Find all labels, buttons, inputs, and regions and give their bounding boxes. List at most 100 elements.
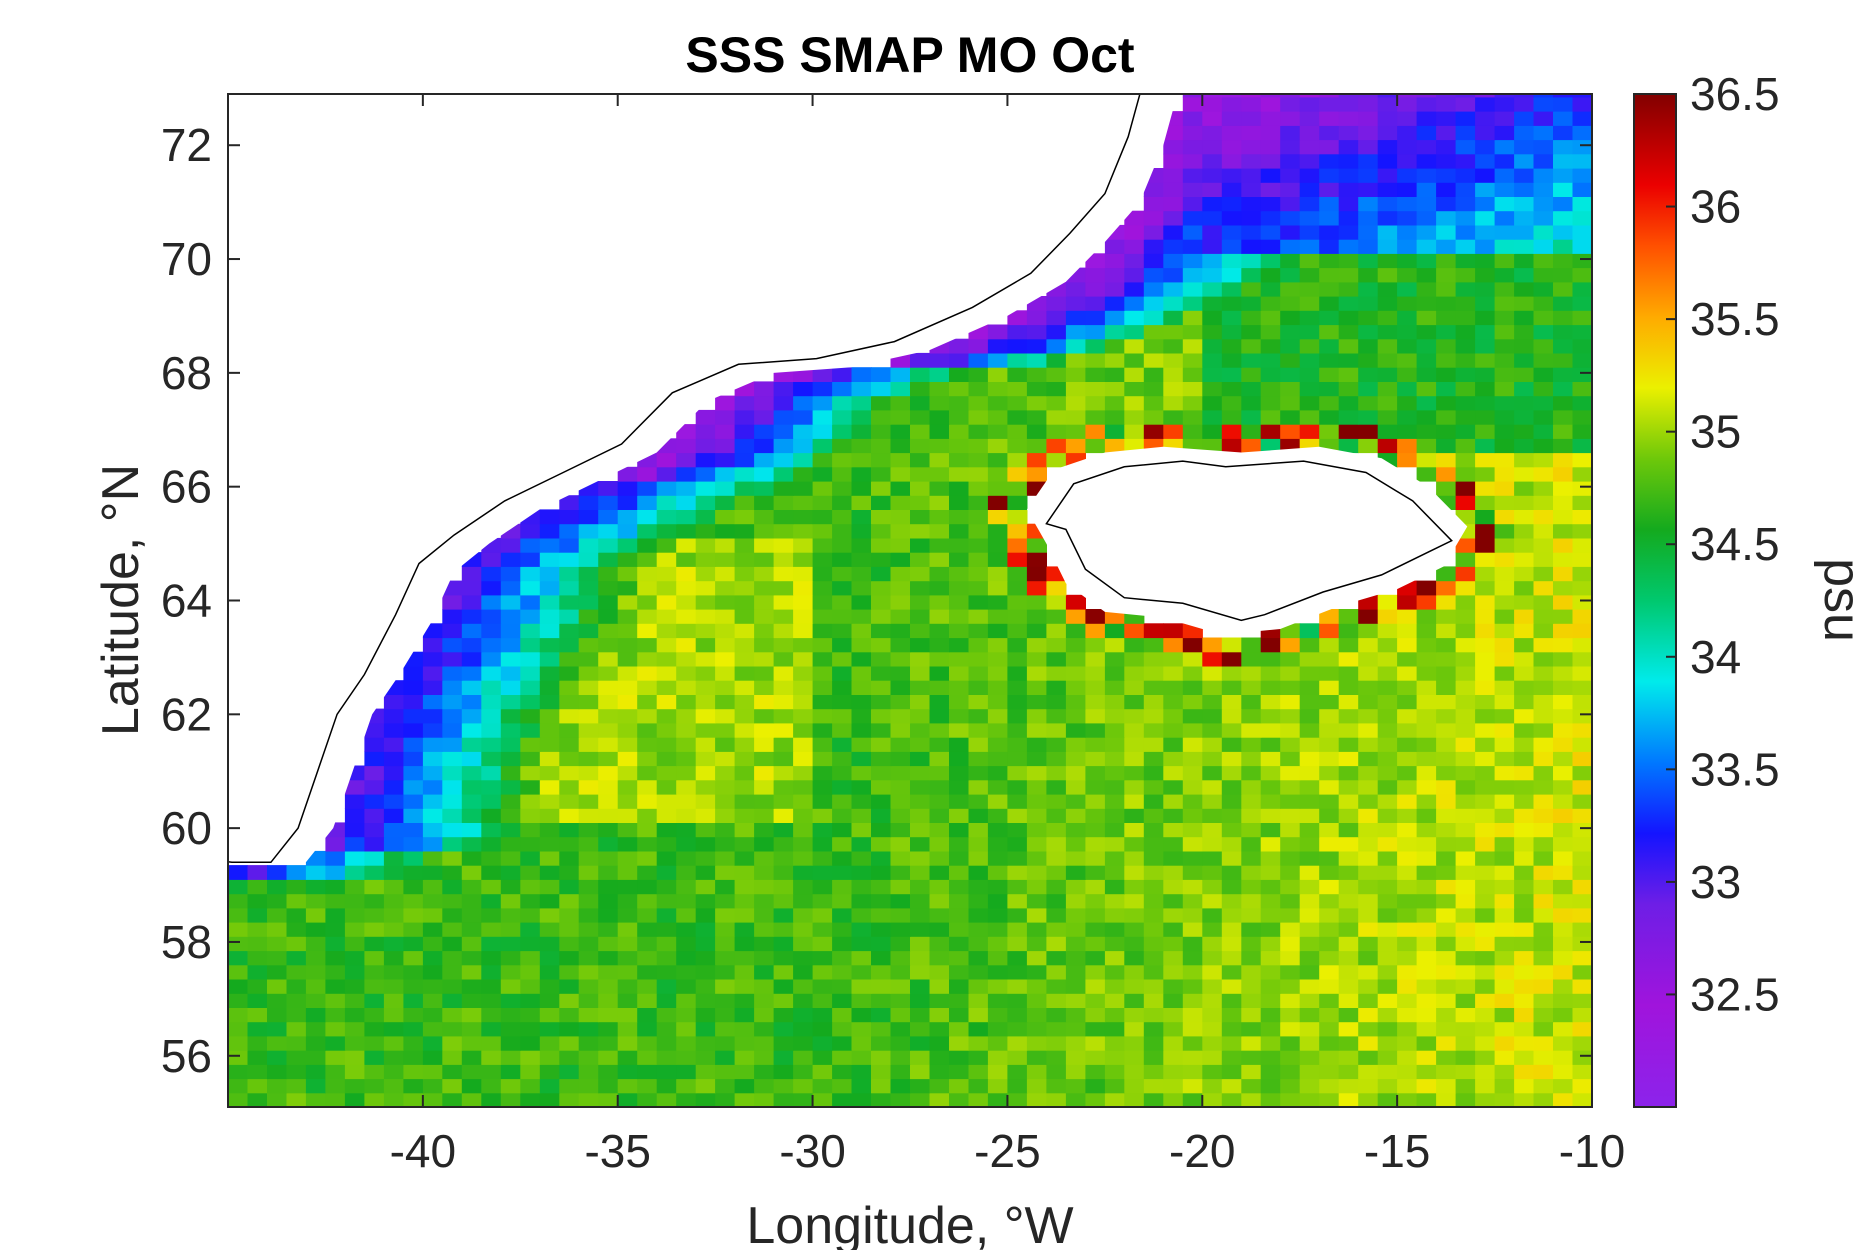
heatmap-cell (1221, 96, 1242, 112)
heatmap-cell (987, 979, 1008, 994)
heatmap-cell (1494, 623, 1515, 639)
heatmap-cell (734, 850, 755, 866)
heatmap-cell (1202, 168, 1223, 183)
heatmap-cell (617, 523, 638, 539)
heatmap-cell (1104, 779, 1125, 795)
heatmap-cell (1494, 822, 1515, 838)
heatmap-cell (1397, 153, 1418, 169)
heatmap-cell (1124, 979, 1145, 994)
heatmap-cell (1494, 566, 1515, 582)
heatmap-cell (1533, 609, 1554, 624)
heatmap-cell (1319, 338, 1340, 354)
heatmap-cell (1436, 111, 1457, 126)
heatmap-cell (383, 907, 404, 923)
heatmap-cell (1397, 296, 1418, 311)
heatmap-cell (851, 537, 872, 553)
heatmap-cell (832, 651, 853, 667)
heatmap-cell (1533, 680, 1554, 695)
heatmap-cell (1260, 922, 1281, 937)
heatmap-cell (1377, 324, 1398, 340)
heatmap-cell (1026, 466, 1047, 482)
heatmap-cell (987, 566, 1008, 582)
heatmap-cell (1397, 922, 1418, 937)
heatmap-cell (1202, 665, 1223, 681)
heatmap-cell (968, 381, 989, 397)
heatmap-cell (1065, 836, 1086, 852)
heatmap-cell (656, 694, 677, 710)
heatmap-cell (1241, 1064, 1262, 1080)
heatmap-cell (461, 651, 482, 667)
heatmap-cell (617, 808, 638, 823)
heatmap-cell (1338, 94, 1359, 98)
heatmap-cell (1514, 665, 1535, 681)
heatmap-cell (1436, 694, 1457, 710)
heatmap-cell (1494, 239, 1515, 254)
heatmap-cell (1553, 594, 1574, 610)
heatmap-cell (1007, 907, 1028, 923)
heatmap-cell (598, 1021, 619, 1037)
heatmap-cell (871, 694, 892, 710)
heatmap-cell (1104, 836, 1125, 852)
heatmap-cell (500, 609, 521, 624)
heatmap-cell (403, 893, 424, 909)
heatmap-cell (364, 893, 385, 909)
heatmap-cell (617, 594, 638, 610)
heatmap-cell (1358, 794, 1379, 809)
heatmap-cell (1104, 893, 1125, 909)
heatmap-cell (1202, 352, 1223, 368)
heatmap-cell (1182, 352, 1203, 368)
heatmap-cell (1260, 338, 1281, 354)
heatmap-cell (1416, 367, 1437, 382)
heatmap-cell (1202, 267, 1223, 283)
heatmap-cell (637, 722, 658, 738)
heatmap-cell (1533, 751, 1554, 767)
heatmap-cell (1299, 950, 1320, 966)
heatmap-cell (1065, 850, 1086, 866)
heatmap-cell (1163, 808, 1184, 823)
heatmap-cell (617, 765, 638, 781)
heatmap-cell (1299, 253, 1320, 269)
heatmap-cell (1046, 296, 1067, 311)
heatmap-cell (228, 922, 249, 937)
heatmap-cell (1572, 751, 1592, 767)
heatmap-cell (1124, 737, 1145, 752)
heatmap-cell (1163, 993, 1184, 1008)
heatmap-cell (1572, 552, 1592, 567)
heatmap-cell (1455, 694, 1476, 710)
heatmap-cell (1085, 907, 1106, 923)
heatmap-cell (812, 523, 833, 539)
heatmap-cell (968, 936, 989, 952)
heatmap-cell (1163, 737, 1184, 752)
heatmap-cell (754, 452, 775, 468)
heatmap-cell (656, 1092, 677, 1107)
heatmap-cell (1397, 1092, 1418, 1107)
heatmap-cell (1007, 893, 1028, 909)
heatmap-cell (1221, 310, 1242, 326)
heatmap-cell (1533, 637, 1554, 653)
heatmap-cell (1124, 865, 1145, 880)
heatmap-cell (442, 1092, 463, 1107)
heatmap-cell (1475, 580, 1496, 596)
heatmap-cell (422, 737, 443, 752)
heatmap-cell (1026, 836, 1047, 852)
heatmap-cell (1514, 1050, 1535, 1065)
heatmap-cell (520, 836, 541, 852)
heatmap-cell (1475, 737, 1496, 752)
heatmap-cell (539, 1064, 560, 1080)
heatmap-cell (793, 936, 814, 952)
heatmap-cell (656, 936, 677, 952)
heatmap-cell (929, 680, 950, 695)
heatmap-cell (578, 694, 599, 710)
heatmap-cell (637, 893, 658, 909)
heatmap-cell (481, 993, 502, 1008)
heatmap-cell (656, 979, 677, 994)
heatmap-cell (734, 623, 755, 639)
heatmap-cell (1182, 822, 1203, 838)
heatmap-cell (773, 509, 794, 525)
y-tick-label: 56 (161, 1030, 212, 1082)
heatmap-cell (598, 1007, 619, 1023)
heatmap-cell (1436, 637, 1457, 653)
heatmap-cell (481, 1035, 502, 1051)
heatmap-cell (1299, 751, 1320, 767)
heatmap-cell (793, 1050, 814, 1065)
